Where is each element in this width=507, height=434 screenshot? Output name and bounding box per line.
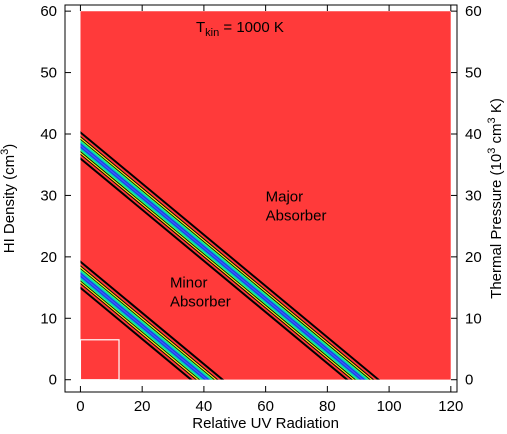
x-tick-label: 80 (319, 398, 336, 415)
y-tick-label-right: 60 (465, 3, 482, 20)
y-tick-label-right: 10 (465, 310, 482, 327)
y-tick-label-right: 40 (465, 126, 482, 143)
y-tick-label-left: 10 (40, 310, 57, 327)
y-tick-label-left: 20 (40, 249, 57, 266)
y-tick-label-right: 50 (465, 65, 482, 82)
plot-area (65, 5, 457, 392)
band-contour-5 (65, 256, 214, 380)
x-tick-label: 20 (134, 398, 151, 415)
band-contour-2 (65, 252, 219, 380)
band-contour-8 (65, 131, 364, 380)
band-contour-0 (65, 247, 225, 380)
band-contour-1 (65, 250, 222, 380)
band-contour-4 (65, 126, 371, 380)
band-contour-5 (65, 127, 370, 380)
band-contour-4 (65, 255, 215, 380)
y-tick-label-right: 30 (465, 187, 482, 204)
y-axis-label-right: Thermal Pressure (103 cm3 K) (486, 98, 505, 299)
y-tick-label-left: 60 (40, 3, 57, 20)
y-tick-label-left: 30 (40, 187, 57, 204)
x-tick-label: 60 (257, 398, 274, 415)
annotation-minor: Minor Absorber (170, 275, 231, 311)
chart-title: Tkin = 1000 K (196, 19, 284, 39)
x-tick-label: 40 (196, 398, 213, 415)
annotation-major: Major Absorber (266, 189, 327, 225)
margin-right (450, 5, 457, 392)
annotations: Major Absorber Minor Absorber (170, 189, 327, 311)
axis-ticks (65, 5, 457, 392)
y-tick-label-left: 40 (40, 126, 57, 143)
band-minor (65, 247, 225, 380)
tick-labels: 0 20 40 60 80 100 1200102030405060010203040506… (40, 3, 481, 415)
band-contour-3 (65, 253, 217, 380)
band-contour-0 (65, 118, 381, 380)
y-axis-label-left: HI Density (cm3) (0, 144, 18, 253)
band-contour-1 (65, 120, 378, 380)
band-contour-8 (65, 261, 209, 380)
band-contour-6 (65, 128, 368, 380)
band-contour-7 (65, 130, 366, 380)
band-contour-7 (65, 259, 210, 380)
y-tick-label-right: 0 (465, 372, 473, 389)
margin-left (65, 5, 81, 392)
margin-top (65, 5, 457, 12)
band-contour-2 (65, 123, 375, 380)
band-contour-6 (65, 257, 212, 380)
y-tick-label-left: 50 (40, 65, 57, 82)
band-contour-3 (65, 124, 373, 380)
band-major (65, 118, 381, 380)
y-tick-label-left: 0 (49, 372, 57, 389)
y-tick-label-right: 20 (465, 249, 482, 266)
plot-frame (64, 4, 458, 393)
x-tick-label: 120 (438, 398, 463, 415)
x-tick-label: 0 (76, 398, 84, 415)
margin-bottom (65, 379, 457, 392)
x-tick-label: 100 (377, 398, 402, 415)
x-axis-label: Relative UV Radiation (192, 415, 339, 429)
